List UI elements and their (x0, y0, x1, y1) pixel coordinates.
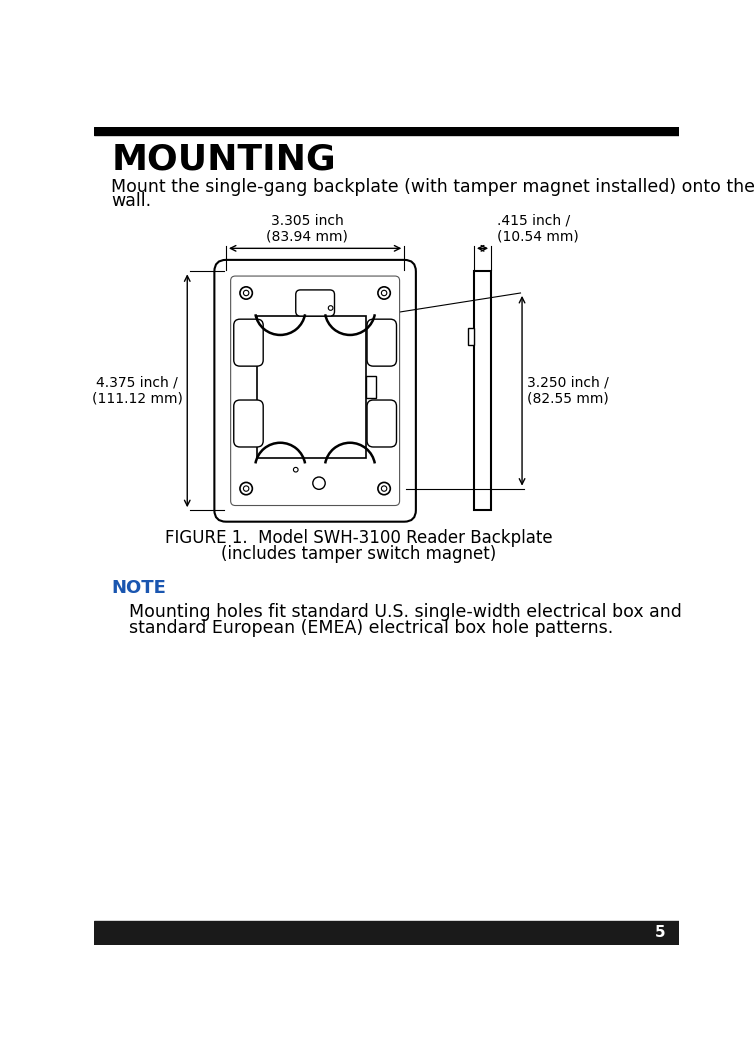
FancyBboxPatch shape (367, 320, 397, 366)
Bar (94, 127, 679, 135)
Circle shape (240, 287, 253, 299)
Text: wall.: wall. (112, 192, 152, 210)
Circle shape (244, 290, 249, 295)
Circle shape (382, 290, 387, 295)
Text: 5: 5 (654, 925, 665, 940)
Bar (257, 315, 366, 458)
Text: 3.305 inch
(83.94 mm): 3.305 inch (83.94 mm) (266, 213, 348, 243)
FancyBboxPatch shape (296, 290, 335, 316)
FancyBboxPatch shape (231, 276, 400, 506)
Text: .415 inch /
(10.54 mm): .415 inch / (10.54 mm) (497, 213, 579, 243)
Circle shape (244, 486, 249, 492)
FancyBboxPatch shape (214, 260, 416, 521)
Circle shape (378, 482, 391, 495)
Text: NOTE: NOTE (112, 580, 166, 598)
Bar (474, 272, 491, 510)
Circle shape (293, 467, 298, 472)
Circle shape (382, 486, 387, 492)
FancyBboxPatch shape (234, 320, 263, 366)
Text: 3.250 inch /
(82.55 mm): 3.250 inch / (82.55 mm) (527, 376, 608, 406)
FancyBboxPatch shape (234, 400, 263, 447)
FancyBboxPatch shape (367, 400, 397, 447)
Text: FIGURE 1.  Model SWH-3100 Reader Backplate: FIGURE 1. Model SWH-3100 Reader Backplat… (164, 529, 553, 547)
Text: (includes tamper switch magnet): (includes tamper switch magnet) (221, 545, 496, 563)
Text: 4.375 inch /
(111.12 mm): 4.375 inch / (111.12 mm) (92, 376, 182, 406)
Circle shape (313, 477, 325, 490)
Circle shape (240, 482, 253, 495)
Circle shape (328, 306, 333, 310)
Text: Mounting holes fit standard U.S. single-width electrical box and: Mounting holes fit standard U.S. single-… (129, 602, 682, 620)
Bar (366, 376, 376, 397)
Circle shape (378, 287, 391, 299)
Text: MOUNTING: MOUNTING (112, 143, 336, 177)
Text: Mount the single-gang backplate (with tamper magnet installed) onto the: Mount the single-gang backplate (with ta… (112, 178, 754, 196)
Text: standard European (EMEA) electrical box hole patterns.: standard European (EMEA) electrical box … (129, 619, 613, 637)
Bar (94, 921, 679, 945)
Bar (467, 328, 474, 344)
